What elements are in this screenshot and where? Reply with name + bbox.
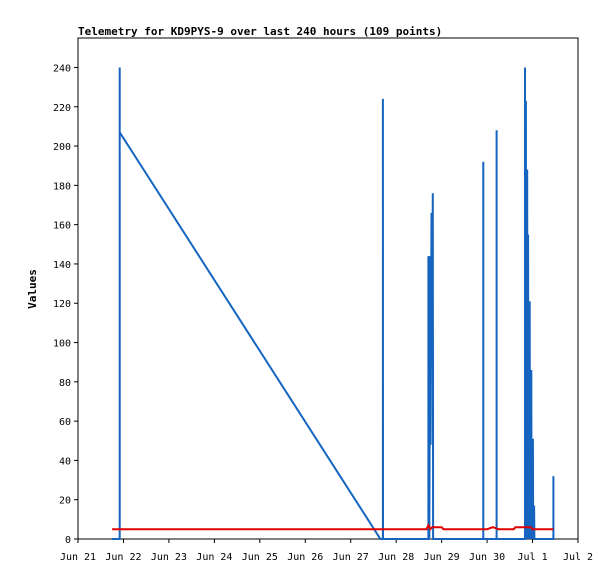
y-tick-label: 160 (53, 221, 71, 232)
y-tick-label: 220 (53, 103, 71, 114)
x-tick-label: Jul 1 (517, 552, 547, 563)
x-tick-label: Jun 22 (105, 552, 141, 563)
y-tick-label: 40 (59, 456, 71, 467)
y-axis-label: Values (26, 269, 39, 309)
chart-title: Telemetry for KD9PYS-9 over last 240 hou… (78, 25, 442, 38)
y-axis: 0 20 40 60 80 100 120 140 160 180 200 220 240 (53, 63, 78, 546)
y-tick-label: 80 (59, 378, 71, 389)
x-tick-label: Jun 26 (287, 552, 323, 563)
y-tick-label: 120 (53, 299, 71, 310)
y-tick-label: 60 (59, 417, 71, 428)
series-group (112, 67, 555, 540)
x-tick-label: Jul 2 (563, 552, 593, 563)
series-line-1 (112, 67, 555, 540)
y-tick-label: 0 (65, 535, 71, 546)
x-tick-label: Jun 29 (424, 552, 460, 563)
x-tick-label: Jun 25 (242, 552, 278, 563)
y-tick-label: 140 (53, 260, 71, 271)
x-tick-label: Jun 21 (60, 552, 96, 563)
series-line-2 (112, 522, 554, 531)
y-tick-label: 200 (53, 142, 71, 153)
x-tick-label: Jun 28 (378, 552, 414, 563)
y-tick-label: 100 (53, 339, 71, 350)
x-axis: Jun 21 Jun 22 Jun 23 Jun 24 Jun 25 Jun 26 Jun … (60, 539, 593, 563)
x-tick-label: Jun 27 (333, 552, 369, 563)
y-tick-label: 240 (53, 63, 71, 74)
x-tick-label: Jun 30 (469, 552, 505, 563)
y-tick-label: 20 (59, 496, 71, 507)
x-tick-label: Jun 24 (196, 552, 232, 563)
y-tick-label: 180 (53, 181, 71, 192)
plot-frame (77, 37, 579, 540)
x-tick-label: Jun 23 (151, 552, 187, 563)
